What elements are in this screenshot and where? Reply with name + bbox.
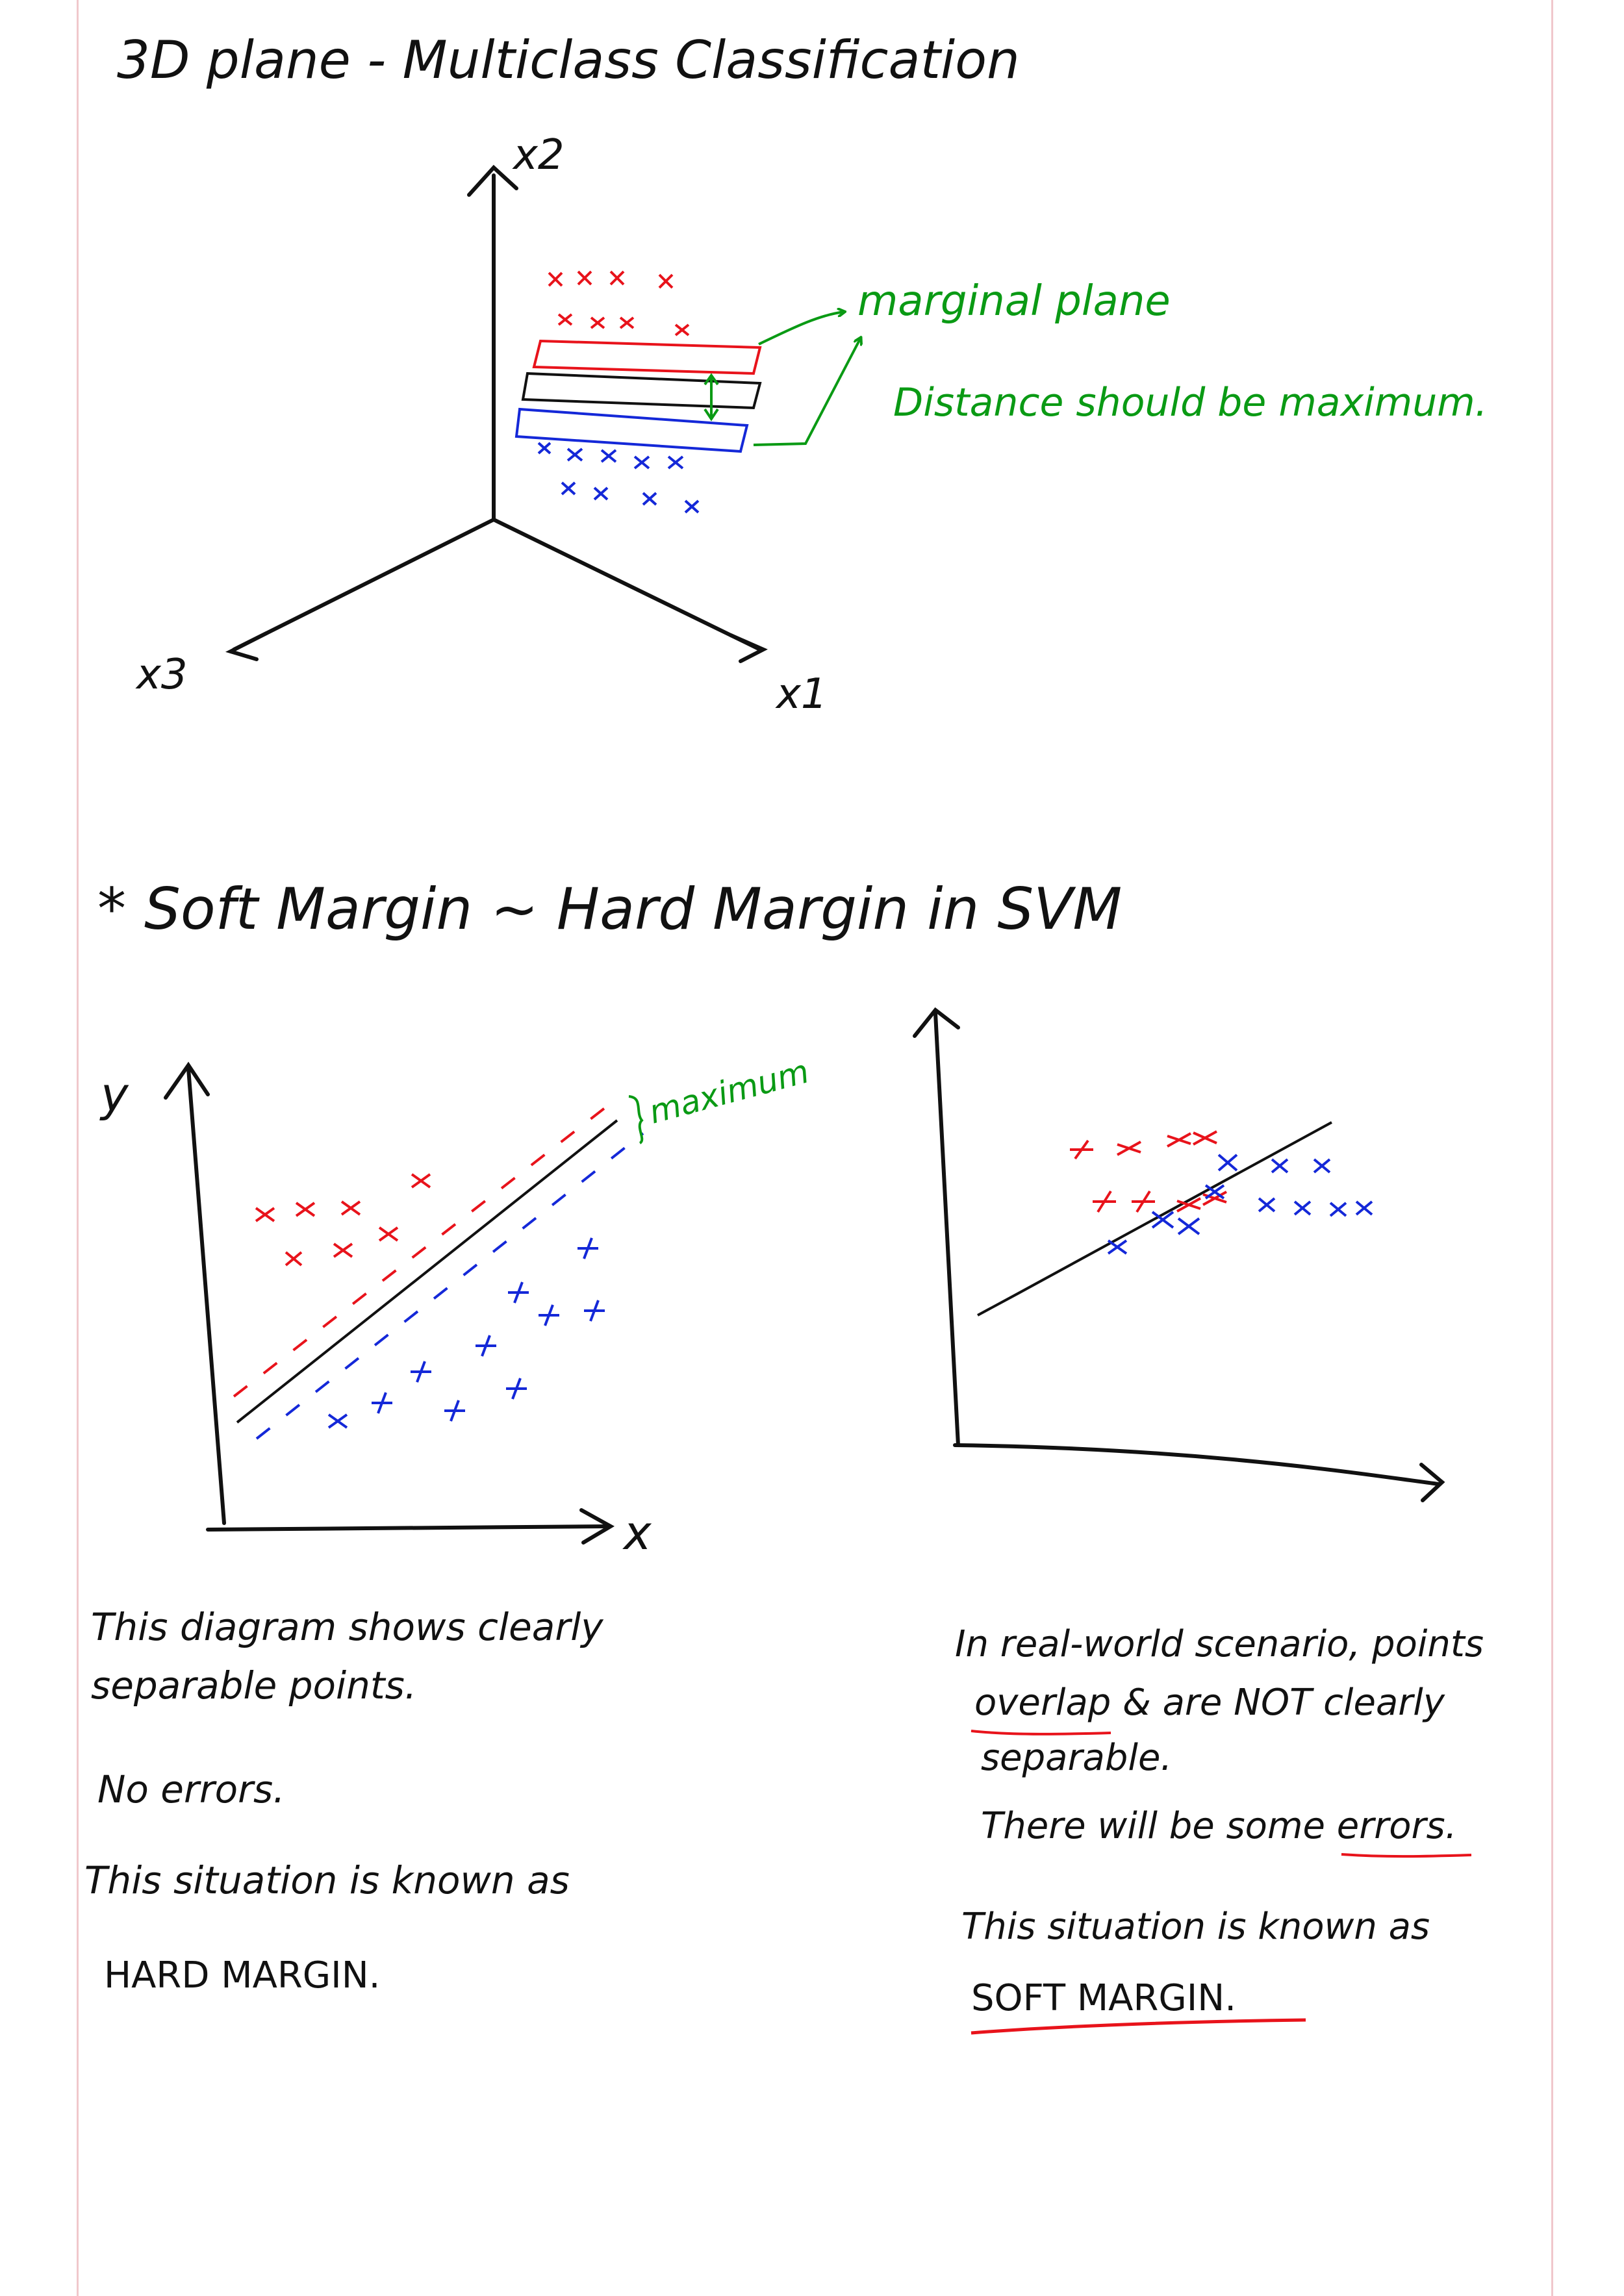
left-plot-x-axis (206, 1524, 609, 1532)
left-plot-y-arrowhead (164, 1061, 210, 1100)
maximum-label: maximum (645, 1052, 813, 1131)
blue-marginal-plane (514, 407, 749, 453)
right-plot-x-axis (953, 1443, 1441, 1486)
left-decision-line (236, 1119, 618, 1424)
axes-3d (225, 164, 768, 663)
red-marginal-plane (532, 339, 762, 375)
right-note-line2: overlap & are NOT clearly (974, 1682, 1445, 1724)
left-red-margin-dashed (233, 1100, 615, 1398)
axis-x1-arrowhead (729, 633, 768, 663)
marginal-plane-pointer (758, 312, 844, 346)
right-note-line5: This situation is known as (961, 1906, 1430, 1948)
axis-x2-arrowhead (467, 164, 518, 197)
right-margin-line (1551, 0, 1553, 2296)
section1-title: 3D plane - Multiclass Classification (117, 30, 1020, 90)
blue-plane-pointer (753, 338, 861, 446)
marginal-plane-label: marginal plane (857, 277, 1171, 325)
maximum-brace (628, 1095, 644, 1144)
right-note-line6: SOFT MARGIN. (971, 1977, 1236, 2019)
errors-underline (1341, 1853, 1472, 1858)
soft-margin-axes (913, 1007, 1445, 1502)
left-plot-xlabel: x (622, 1506, 652, 1560)
right-plot-y-axis (933, 1011, 960, 1447)
right-note-line3: separable. (981, 1737, 1172, 1779)
red-points-3d (548, 270, 690, 336)
axis-x3-label: x3 (135, 651, 188, 699)
axis-x1-line (492, 518, 762, 651)
axis-x3-line (232, 518, 496, 651)
left-plot-y-axis (186, 1066, 226, 1525)
overlap-underline (971, 1730, 1111, 1735)
blue-points-3d (537, 442, 700, 514)
left-note-line1: This diagram shows clearly (91, 1605, 603, 1649)
right-note-line4: There will be some errors. (981, 1805, 1457, 1847)
soft-margin-underline (971, 2018, 1306, 2035)
section2-heading: * Soft Margin ~ Hard Margin in SVM (97, 876, 1122, 942)
left-note-line3: No errors. (97, 1767, 285, 1811)
distance-arrow (704, 373, 719, 422)
left-note-line2: separable points. (91, 1663, 416, 1708)
left-note-line5: HARD MARGIN. (104, 1954, 380, 1997)
left-blue-points (327, 1237, 605, 1429)
distance-label: Distance should be maximum. (893, 380, 1488, 425)
decision-plane (521, 372, 762, 410)
left-plot-ylabel: y (99, 1067, 129, 1122)
axis-x3-arrowhead (225, 631, 268, 661)
axis-x2-label: x2 (512, 131, 565, 179)
right-plot-x-arrowhead (1419, 1463, 1445, 1502)
left-margin-line (77, 0, 79, 2296)
left-note-line4: This situation is known as (84, 1858, 570, 1902)
left-blue-margin-dashed (255, 1132, 644, 1440)
hard-margin-axes (164, 1061, 615, 1545)
left-red-points (255, 1173, 431, 1267)
left-plot-x-arrowhead (579, 1508, 615, 1545)
right-plot-y-arrowhead (913, 1007, 960, 1038)
right-decision-line (977, 1121, 1332, 1317)
right-blue-points (1107, 1154, 1373, 1255)
right-note-line1: In real-world scenario, points (955, 1623, 1484, 1665)
right-red-points (1070, 1130, 1227, 1213)
axis-x1-label: x1 (775, 670, 828, 718)
